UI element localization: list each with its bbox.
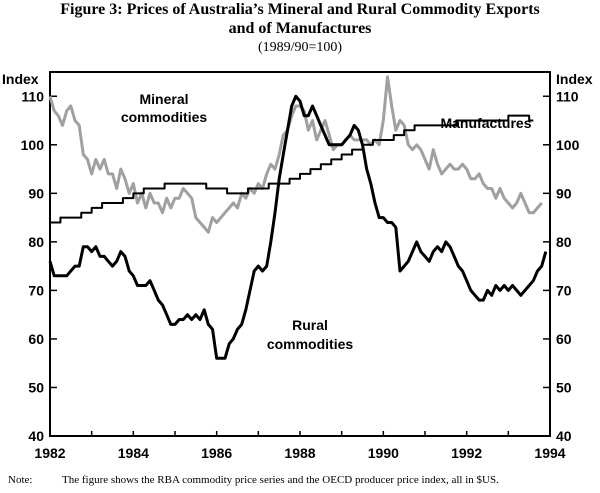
y-tick-label-left: 80 xyxy=(28,234,44,250)
y-tick-label-right: 60 xyxy=(556,331,572,347)
x-tick-label: 1994 xyxy=(534,445,565,461)
x-tick-label: 1992 xyxy=(451,445,482,461)
y-tick-label-left: 90 xyxy=(28,185,44,201)
x-axis: 1982 1984 1986 1988 1990 1992 1994 xyxy=(34,431,566,461)
series-line-rural xyxy=(48,94,548,360)
y-tick-label-left: 100 xyxy=(21,137,45,153)
series-label-manufactures: Manufactures xyxy=(440,115,531,131)
series-line-mineral xyxy=(48,75,543,234)
x-tick-label: 1986 xyxy=(201,445,232,461)
y-tick-label-right: 40 xyxy=(556,428,572,444)
series-group xyxy=(48,75,548,360)
chart-subtitle: (1989/90=100) xyxy=(257,40,343,55)
series-line-manufactures xyxy=(50,114,534,224)
y-tick-label-right: 110 xyxy=(556,88,579,104)
y-tick-label-left: 70 xyxy=(28,282,44,298)
series-label-rural-line1: Rural xyxy=(292,317,328,333)
series-label-mineral-line1: Mineral xyxy=(139,91,188,107)
y-axis-left: 40 50 60 70 80 90 100 110 xyxy=(21,88,57,444)
x-tick-label: 1982 xyxy=(34,445,65,461)
x-tick-label: 1988 xyxy=(284,445,315,461)
y-axis-right: 40 50 60 70 80 90 100 110 xyxy=(543,88,580,444)
x-tick-label: 1984 xyxy=(118,445,149,461)
y-tick-label-right: 80 xyxy=(556,234,572,250)
x-tick-label: 1990 xyxy=(368,445,399,461)
chart-title: Figure 3: Prices of Australia’s Mineral … xyxy=(60,1,540,18)
y-tick-label-left: 50 xyxy=(28,379,44,395)
chart-title-line2: and of Manufactures xyxy=(228,20,372,37)
y-tick-label-right: 70 xyxy=(556,282,572,298)
y-tick-label-left: 60 xyxy=(28,331,44,347)
line-chart: 40 50 60 70 80 90 100 110 40 50 60 70 80 90 100 110 19… xyxy=(2,71,593,461)
y-tick-label-left: 110 xyxy=(21,88,44,104)
y-axis-label-left: Index xyxy=(2,71,39,87)
y-tick-label-left: 40 xyxy=(28,428,44,444)
y-axis-label-right: Index xyxy=(556,71,593,87)
y-tick-label-right: 100 xyxy=(556,137,580,153)
series-label-rural-line2: commodities xyxy=(267,336,354,352)
y-tick-label-right: 90 xyxy=(556,185,572,201)
note-text: The figure shows the RBA commodity price… xyxy=(62,474,499,486)
note-label: Note: xyxy=(8,474,33,486)
series-label-mineral-line2: commodities xyxy=(121,109,208,125)
y-tick-label-right: 50 xyxy=(556,379,572,395)
